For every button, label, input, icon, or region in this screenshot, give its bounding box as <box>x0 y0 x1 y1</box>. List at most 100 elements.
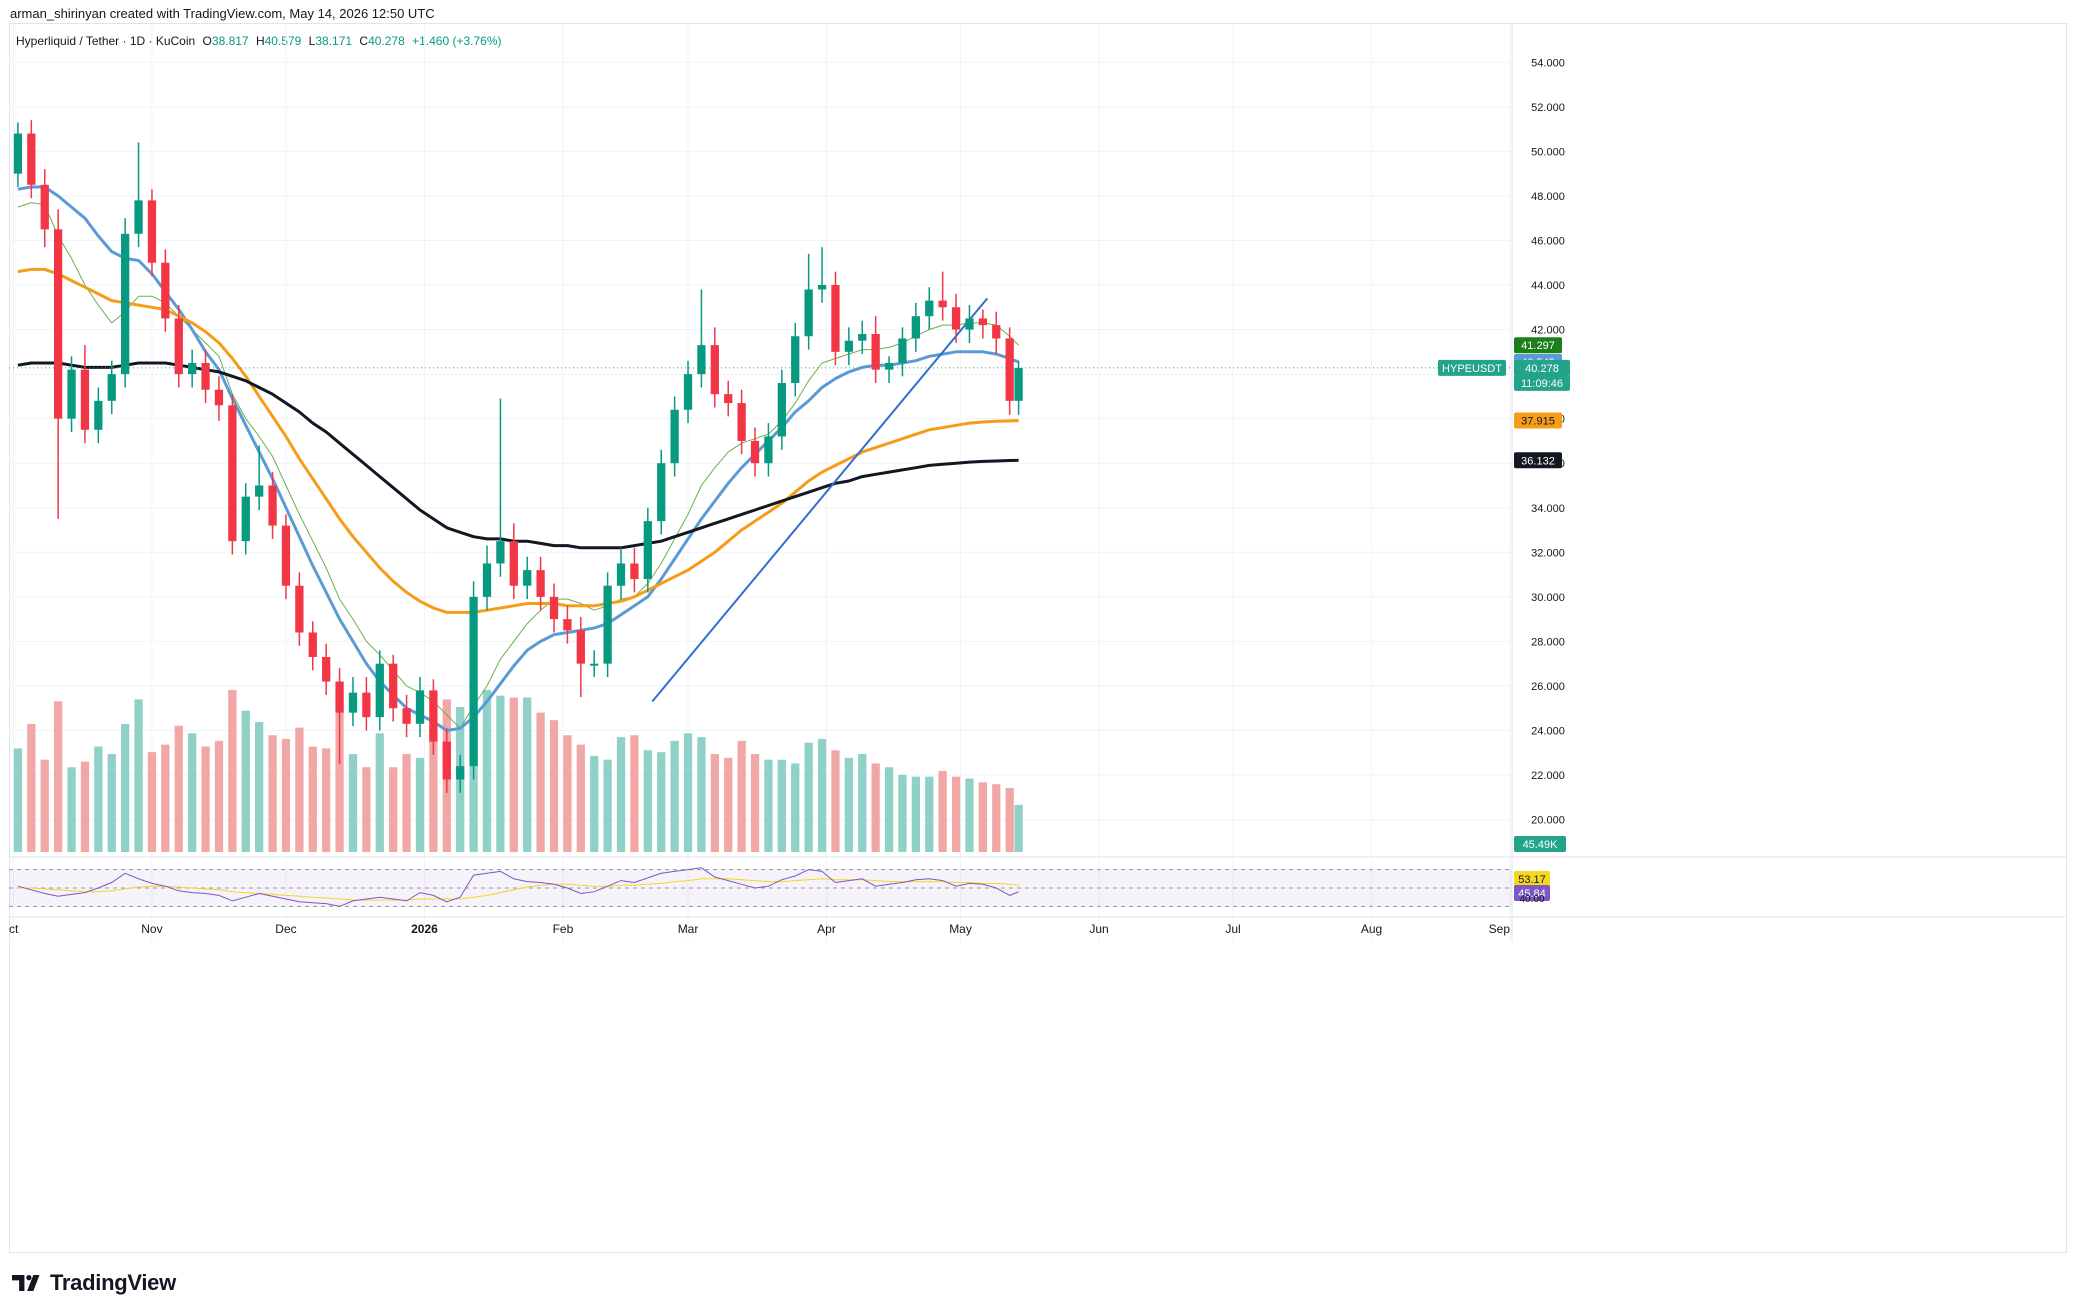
rsi-ma-label-bg <box>1514 871 1550 887</box>
ma100-price-label-bg <box>1514 412 1562 429</box>
candle-body <box>978 318 987 326</box>
volume-bar <box>322 748 331 852</box>
volume-bar <box>737 740 746 852</box>
volume-bar <box>80 761 90 852</box>
candle-body <box>268 485 277 526</box>
tradingview-logo-text: TradingView <box>50 1270 176 1295</box>
candle-body <box>335 681 344 713</box>
price-axis-tick: 24.000 <box>1531 725 1565 737</box>
volume-bar <box>804 742 813 852</box>
legend-open: 38.817 <box>211 34 249 48</box>
volume-bar <box>134 699 143 852</box>
price-axis-tick: 52.000 <box>1531 102 1565 114</box>
candle-body <box>362 692 371 718</box>
volume-bar <box>898 774 907 852</box>
candle-body <box>80 369 90 430</box>
candle-body <box>201 362 210 390</box>
candle-body <box>375 663 384 718</box>
candle-body <box>389 663 398 709</box>
legend-close: 40.278 <box>368 34 405 48</box>
tradingview-logo[interactable]: TradingView <box>12 1270 176 1296</box>
candle-body <box>281 525 291 586</box>
ma20-price-label: 41.297 <box>1521 340 1555 352</box>
symbol-price-tag: HYPEUSDT <box>1442 363 1502 375</box>
volume-bar <box>429 725 438 852</box>
volume-bar <box>1014 804 1023 852</box>
volume-bar <box>188 733 197 852</box>
volume-bar <box>67 767 76 852</box>
volume-bar <box>402 754 411 852</box>
candle-body <box>1014 367 1023 401</box>
volume-bar <box>509 697 518 852</box>
volume-bar <box>523 697 532 852</box>
time-axis-label: May <box>949 922 972 936</box>
moving-average-ma200 <box>17 361 1019 550</box>
last-price-label: 40.278 <box>1525 363 1559 375</box>
candle-body <box>54 229 63 419</box>
trend-line <box>651 297 989 703</box>
candle-body <box>777 383 786 437</box>
volume-bar <box>348 754 358 852</box>
candle-body <box>255 485 264 497</box>
volume-bar <box>871 763 880 852</box>
volume-bar <box>389 767 398 852</box>
volume-bar <box>13 748 23 852</box>
candle-body <box>871 334 880 370</box>
volume-bar <box>938 771 947 852</box>
volume-bar <box>201 746 210 852</box>
volume-bar <box>496 695 505 852</box>
candle-body <box>469 596 478 767</box>
volume-bar <box>697 737 706 852</box>
legend-symbol[interactable]: Hyperliquid / Tether · 1D · KuCoin <box>16 34 196 48</box>
price-axis-tick: 44.000 <box>1531 280 1565 292</box>
symbol-price-tag-bg <box>1438 359 1506 376</box>
candle-body <box>295 585 304 633</box>
price-axis-tick: 20.000 <box>1531 815 1565 827</box>
volume-bar <box>576 744 585 852</box>
volume-bar <box>281 738 291 852</box>
volume-bar <box>295 727 304 852</box>
price-axis-tick: 50.000 <box>1531 146 1565 158</box>
time-axis-label: Jun <box>1089 922 1108 936</box>
volume-bar <box>616 737 626 852</box>
ma20-price-label-bg <box>1514 337 1562 354</box>
ma100-price-label: 37.915 <box>1521 416 1555 428</box>
time-axis-label: Apr <box>817 922 836 936</box>
volume-bar <box>630 735 639 852</box>
volume-bar <box>951 776 961 852</box>
bar-countdown-label-bg <box>1514 374 1570 391</box>
candle-body <box>750 440 760 464</box>
moving-average-ma20 <box>17 202 1019 729</box>
volume-bar <box>710 754 719 852</box>
created-by-line: arman_shirinyan created with TradingView… <box>10 6 435 21</box>
candle-body <box>40 184 49 230</box>
candle-body <box>107 374 116 401</box>
volume-bar <box>241 710 250 852</box>
volume-bar <box>992 784 1001 852</box>
candle-body <box>911 316 920 339</box>
volume-bar <box>965 778 974 852</box>
volume-bar <box>121 723 130 852</box>
candle-body <box>13 133 23 174</box>
chart-legend: Hyperliquid / Tether · 1D · KuCoin O38.8… <box>16 34 502 48</box>
candle-body <box>791 336 800 384</box>
candle-body <box>496 541 505 564</box>
volume-bar <box>255 722 264 852</box>
ma200-price-label: 36.132 <box>1521 455 1555 467</box>
volume-bar <box>884 767 894 852</box>
volume-bar <box>549 720 559 852</box>
rsi-ma-label: 53.17 <box>1518 874 1546 886</box>
volume-bar <box>590 755 599 852</box>
candle-body <box>898 338 907 363</box>
legend-low-label: L <box>308 34 316 48</box>
volume-bar <box>335 710 344 852</box>
volume-bar <box>375 733 384 852</box>
candle-body <box>161 262 170 319</box>
volume-bar <box>107 754 116 852</box>
price-axis-tick: 32.000 <box>1531 547 1565 559</box>
candle-body <box>992 325 1001 339</box>
candle-body <box>630 563 639 580</box>
candle-body <box>188 362 197 375</box>
volume-bar <box>657 752 666 852</box>
